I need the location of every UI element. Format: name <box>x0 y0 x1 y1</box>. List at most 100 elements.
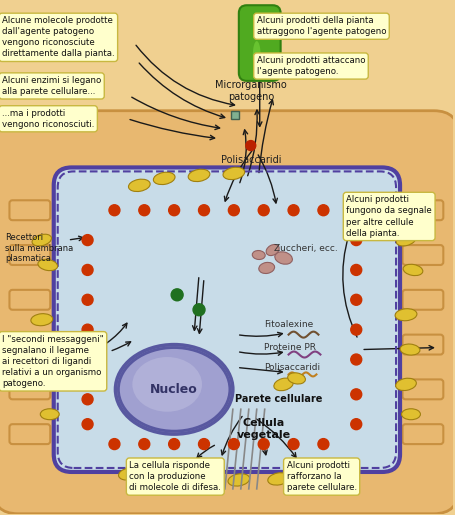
Ellipse shape <box>252 250 265 260</box>
Circle shape <box>198 205 209 216</box>
Ellipse shape <box>259 262 274 273</box>
FancyBboxPatch shape <box>358 245 399 265</box>
Text: Fitoalexine: Fitoalexine <box>264 320 313 329</box>
Text: Alcuni prodotti
fungono da segnale
per altre cellule
della pianta.: Alcuni prodotti fungono da segnale per a… <box>346 195 432 237</box>
Ellipse shape <box>400 344 420 355</box>
Circle shape <box>351 419 362 430</box>
Ellipse shape <box>119 468 140 480</box>
FancyBboxPatch shape <box>54 167 400 472</box>
Circle shape <box>351 235 362 246</box>
Ellipse shape <box>116 345 233 434</box>
Text: ...ma i prodotti
vengono riconosciuti.: ...ma i prodotti vengono riconosciuti. <box>2 109 94 129</box>
FancyBboxPatch shape <box>10 200 50 220</box>
FancyBboxPatch shape <box>403 335 443 354</box>
Bar <box>231 111 239 118</box>
Circle shape <box>82 419 93 430</box>
FancyBboxPatch shape <box>358 200 399 220</box>
Circle shape <box>82 354 93 365</box>
Circle shape <box>351 354 362 365</box>
Ellipse shape <box>38 260 58 270</box>
FancyBboxPatch shape <box>10 245 50 265</box>
Text: Cellula
vegetale: Cellula vegetale <box>237 418 291 440</box>
FancyBboxPatch shape <box>358 335 399 354</box>
Circle shape <box>351 324 362 335</box>
Circle shape <box>228 439 239 450</box>
Circle shape <box>82 394 93 405</box>
FancyBboxPatch shape <box>54 380 95 399</box>
Circle shape <box>198 439 209 450</box>
Text: I "secondi messaggeni"
segnalano il legame
ai recettori di ligandi
relativi a un: I "secondi messaggeni" segnalano il lega… <box>2 335 104 388</box>
Ellipse shape <box>132 357 202 412</box>
FancyBboxPatch shape <box>10 335 50 354</box>
FancyBboxPatch shape <box>54 424 95 444</box>
FancyBboxPatch shape <box>239 5 281 81</box>
Ellipse shape <box>188 475 210 487</box>
Circle shape <box>139 205 150 216</box>
Circle shape <box>351 294 362 305</box>
Text: Alcuni prodotti attaccano
l'agente patogeno.: Alcuni prodotti attaccano l'agente patog… <box>257 56 365 76</box>
Circle shape <box>258 205 269 216</box>
Ellipse shape <box>223 167 245 180</box>
Ellipse shape <box>403 264 423 276</box>
Ellipse shape <box>395 308 417 321</box>
Ellipse shape <box>228 474 250 486</box>
Ellipse shape <box>268 473 289 485</box>
Ellipse shape <box>32 234 51 246</box>
Circle shape <box>351 265 362 276</box>
FancyBboxPatch shape <box>403 380 443 399</box>
Text: Zuccheri, ecc.: Zuccheri, ecc. <box>273 244 338 252</box>
Ellipse shape <box>288 373 305 384</box>
FancyBboxPatch shape <box>403 200 443 220</box>
Text: Alcuni enzimi si legano
alla parete cellulare...: Alcuni enzimi si legano alla parete cell… <box>2 76 101 96</box>
Ellipse shape <box>274 378 293 391</box>
FancyBboxPatch shape <box>54 335 95 354</box>
Text: Alcuni prodotti
rafforzano la
parete cellulare.: Alcuni prodotti rafforzano la parete cel… <box>287 461 357 492</box>
FancyBboxPatch shape <box>10 380 50 399</box>
Ellipse shape <box>275 252 293 264</box>
FancyBboxPatch shape <box>0 111 455 514</box>
Text: Polisaccaridi: Polisaccaridi <box>264 363 320 372</box>
Circle shape <box>169 439 180 450</box>
Circle shape <box>246 141 256 150</box>
Ellipse shape <box>401 409 420 420</box>
Ellipse shape <box>303 470 324 482</box>
FancyBboxPatch shape <box>358 290 399 310</box>
FancyBboxPatch shape <box>54 245 95 265</box>
Ellipse shape <box>338 466 359 478</box>
Circle shape <box>82 324 93 335</box>
Text: Alcune molecole prodotte
dall'agente patogeno
vengono riconosciute
direttamente : Alcune molecole prodotte dall'agente pat… <box>2 16 115 59</box>
Ellipse shape <box>31 378 52 390</box>
Text: La cellula risponde
con la produzione
di molecole di difesa.: La cellula risponde con la produzione di… <box>129 461 221 492</box>
Ellipse shape <box>153 172 175 184</box>
Circle shape <box>318 439 329 450</box>
Ellipse shape <box>188 169 210 182</box>
FancyBboxPatch shape <box>358 424 399 444</box>
Ellipse shape <box>153 473 175 485</box>
Text: Microrganismo
patogeno: Microrganismo patogeno <box>215 80 287 101</box>
Ellipse shape <box>31 314 53 325</box>
Ellipse shape <box>128 179 150 192</box>
Circle shape <box>193 304 205 316</box>
Circle shape <box>351 389 362 400</box>
Text: Nucleo: Nucleo <box>150 383 198 396</box>
Circle shape <box>109 439 120 450</box>
Ellipse shape <box>253 41 261 71</box>
FancyBboxPatch shape <box>10 290 50 310</box>
Circle shape <box>82 294 93 305</box>
Ellipse shape <box>40 344 60 355</box>
Circle shape <box>318 205 329 216</box>
FancyBboxPatch shape <box>10 424 50 444</box>
Circle shape <box>288 439 299 450</box>
Ellipse shape <box>118 348 230 431</box>
Text: Alcuni prodotti della pianta
attraggono l'agente patogeno: Alcuni prodotti della pianta attraggono … <box>257 16 386 36</box>
Circle shape <box>228 205 239 216</box>
Circle shape <box>169 205 180 216</box>
Circle shape <box>109 205 120 216</box>
FancyBboxPatch shape <box>54 200 95 220</box>
FancyBboxPatch shape <box>358 380 399 399</box>
FancyBboxPatch shape <box>403 424 443 444</box>
Ellipse shape <box>396 234 416 246</box>
Text: Proteine PR: Proteine PR <box>264 343 316 352</box>
Circle shape <box>258 439 269 450</box>
Circle shape <box>82 235 93 246</box>
